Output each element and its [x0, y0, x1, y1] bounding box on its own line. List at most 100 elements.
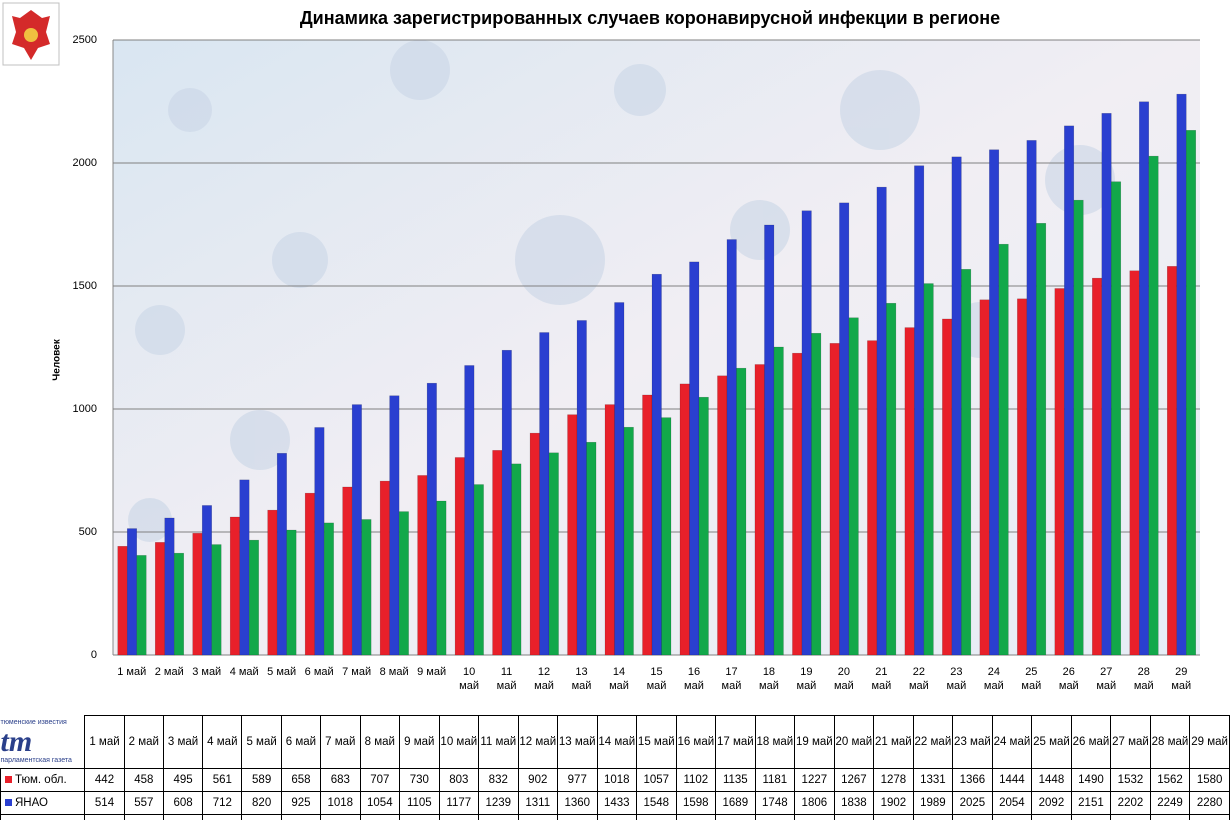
bar	[229, 516, 240, 656]
bar	[689, 261, 700, 656]
x-tick-label: 21 май	[871, 666, 892, 692]
x-tick-label: 15 май	[646, 666, 667, 692]
legend-swatch	[5, 775, 12, 783]
bar	[192, 532, 203, 656]
bar	[642, 394, 653, 656]
x-tick-label: 19 май	[796, 666, 817, 692]
table-value: 458	[123, 767, 164, 792]
table-value: 977	[557, 767, 598, 792]
x-tick-label: 4 май	[229, 666, 259, 678]
table-value: 1181	[754, 767, 796, 792]
bar	[501, 349, 512, 656]
table-value: 1562	[1149, 767, 1191, 792]
table-value: 1924	[1110, 813, 1151, 820]
table-value: 514	[84, 790, 125, 815]
table-value: 865	[557, 813, 598, 820]
table-value: 1532	[1110, 767, 1151, 792]
bar	[286, 529, 297, 656]
x-tick-label: 7 май	[342, 666, 372, 678]
table-header: 18 май	[754, 715, 796, 769]
x-tick-label: 24 май	[983, 666, 1004, 692]
table-value: 1902	[873, 790, 914, 815]
y-axis-title: Человек	[52, 338, 63, 380]
table-value: 1755	[1031, 813, 1072, 820]
table-value: 1267	[833, 767, 875, 792]
x-tick-label: 1 май	[117, 666, 147, 678]
table-value: 1311	[517, 790, 559, 815]
bar	[267, 509, 278, 656]
table-header: 24 май	[991, 715, 1033, 769]
table-header: 1 май	[84, 715, 125, 769]
bar	[548, 452, 559, 656]
logo: тюменские известия tm парламентская газе…	[1, 716, 85, 769]
y-tick-label: 1000	[73, 403, 97, 415]
chart-title: Динамика зарегистрированных случаев коро…	[300, 8, 1000, 28]
bar	[361, 519, 372, 656]
table-value: 1989	[912, 790, 954, 815]
bar	[848, 317, 859, 656]
x-tick-label: 12 май	[534, 666, 554, 692]
table-value: 1366	[952, 767, 993, 792]
x-tick-label: 25 май	[1021, 666, 1042, 692]
table-value: 2151	[1070, 790, 1112, 815]
bar	[417, 475, 428, 656]
bar	[1026, 140, 1037, 656]
bar	[1148, 155, 1159, 656]
bar	[1101, 113, 1112, 656]
table-value: 777	[478, 813, 519, 820]
table-value: 1490	[1070, 767, 1112, 792]
x-tick-label: 26 май	[1058, 666, 1079, 692]
x-tick-label: 13 май	[571, 666, 592, 692]
table-value: 1105	[399, 790, 440, 815]
table-value: 2249	[1149, 790, 1191, 815]
x-tick-label: 5 май	[267, 666, 297, 678]
table-header: 29 май	[1189, 715, 1230, 769]
bar	[754, 364, 765, 656]
table-value: 467	[202, 813, 243, 820]
x-tick-label: 6 май	[304, 666, 334, 678]
bar	[698, 396, 709, 656]
table-value: 442	[84, 767, 125, 792]
bar	[1186, 130, 1197, 656]
bar	[736, 367, 747, 656]
table-value: 557	[123, 790, 164, 815]
table-value: 1433	[596, 790, 638, 815]
table-value: 902	[517, 767, 559, 792]
table-header: 11 май	[478, 715, 519, 769]
table-value: 1048	[675, 813, 717, 820]
table-header: 26 май	[1070, 715, 1112, 769]
y-tick-label: 0	[91, 649, 97, 661]
table-value: 1018	[320, 790, 361, 815]
bar	[173, 552, 184, 656]
x-tick-label: 18 май	[759, 666, 779, 692]
bar	[951, 156, 962, 656]
table-header: 9 май	[399, 715, 440, 769]
table-value: 1510	[912, 813, 954, 820]
bar	[942, 318, 953, 656]
emblem	[2, 2, 60, 66]
bar	[454, 457, 465, 656]
table-header: 13 май	[557, 715, 598, 769]
bar	[717, 375, 728, 656]
bar	[1111, 181, 1122, 656]
table-value: 965	[636, 813, 677, 820]
bar	[792, 352, 803, 656]
table-value: 1838	[833, 790, 875, 815]
bar	[1176, 93, 1187, 656]
table-header: 20 май	[833, 715, 875, 769]
table-header: 25 май	[1031, 715, 1072, 769]
table-value: 658	[280, 767, 322, 792]
bar	[529, 432, 540, 656]
bar	[1054, 288, 1065, 656]
table-value: 2280	[1189, 790, 1230, 815]
x-tick-label: 3 май	[192, 666, 222, 678]
table-value: 1580	[1189, 767, 1230, 792]
bar	[201, 505, 212, 656]
table-value: 583	[359, 813, 401, 820]
chart: Динамика зарегистрированных случаев коро…	[2, 2, 1200, 661]
table-value: 589	[241, 767, 282, 792]
x-tick-label: 28 май	[1133, 666, 1154, 692]
table-value: 1102	[675, 767, 717, 792]
bar	[979, 299, 990, 656]
table-value: 495	[162, 767, 204, 792]
